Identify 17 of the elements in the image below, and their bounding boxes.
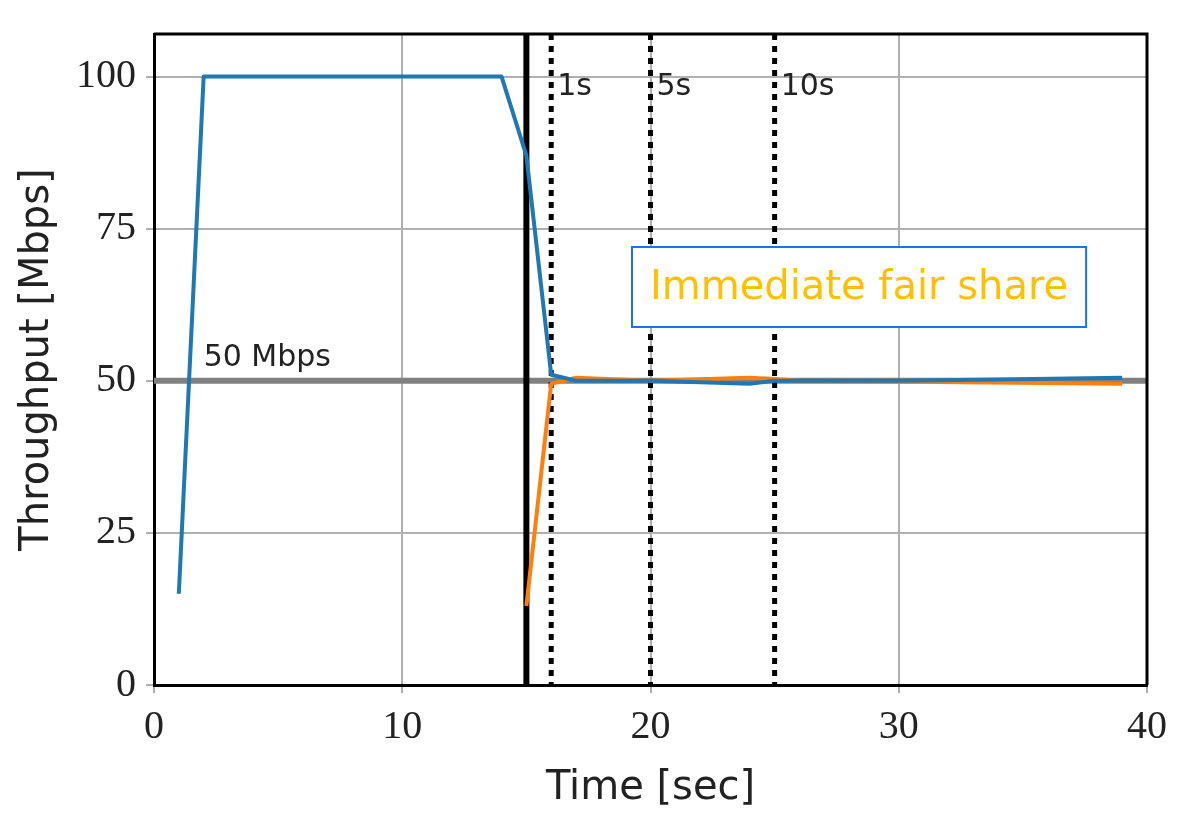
x-tick-label: 10 xyxy=(382,701,423,747)
ref-line-label: 10s xyxy=(780,66,835,102)
x-tick-label: 40 xyxy=(1127,701,1167,747)
y-tick-label: 75 xyxy=(96,203,136,249)
y-tick-label: 25 xyxy=(96,507,136,553)
y-tick-label: 100 xyxy=(76,51,136,97)
x-tick-label: 0 xyxy=(144,701,164,747)
ref-line-label: 5s xyxy=(656,66,692,102)
y-axis-title: Throughput [Mbps] xyxy=(11,168,58,552)
x-tick-label: 30 xyxy=(878,701,919,747)
y-tick-label: 50 xyxy=(96,355,136,401)
ref-line-label: 50 Mbps xyxy=(203,337,331,373)
y-tick-label: 0 xyxy=(116,659,136,705)
x-axis-title: Time [sec] xyxy=(544,762,756,809)
ref-line-label: 1s xyxy=(557,66,592,102)
x-tick-label: 20 xyxy=(630,701,671,747)
annotation: Immediate fair share xyxy=(650,262,1069,309)
